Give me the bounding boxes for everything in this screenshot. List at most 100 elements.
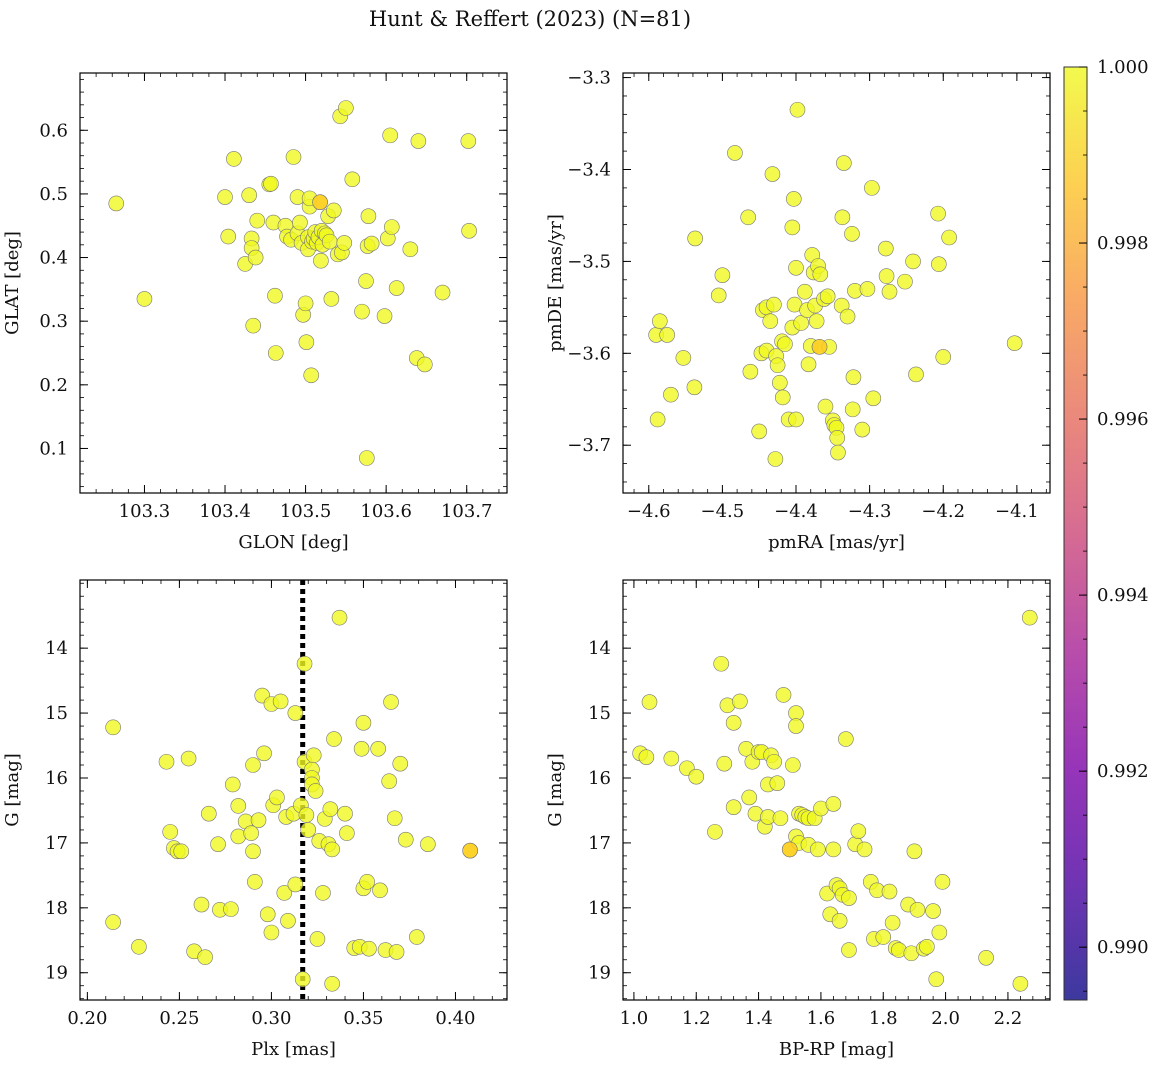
chart-3-ytick-label: 18 bbox=[588, 898, 611, 919]
chart-2-point bbox=[173, 843, 190, 860]
chart-0-point bbox=[410, 133, 427, 149]
chart-3-point bbox=[825, 796, 842, 812]
chart-3-point bbox=[775, 687, 792, 703]
chart-1-point bbox=[714, 267, 731, 283]
chart-1-frame bbox=[622, 72, 1051, 494]
chart-2-point bbox=[287, 705, 304, 721]
chart-2-point bbox=[230, 798, 247, 814]
chart-0-point bbox=[336, 235, 353, 251]
chart-0-point bbox=[402, 241, 419, 258]
chart-3-point bbox=[809, 841, 826, 858]
chart-2-point bbox=[193, 896, 210, 913]
chart-1-point bbox=[878, 268, 895, 284]
chart-2-point bbox=[201, 805, 217, 822]
chart-3-point bbox=[1012, 975, 1029, 992]
chart-2-xlabel: Plx [mas] bbox=[251, 1039, 336, 1060]
chart-0-ytick-label: 0.6 bbox=[39, 120, 68, 141]
chart-2-point bbox=[409, 929, 425, 945]
chart-0-point bbox=[325, 202, 342, 219]
chart-2-ytick-label: 15 bbox=[45, 703, 68, 724]
chart-1-point bbox=[751, 423, 767, 440]
chart-3-point bbox=[788, 718, 804, 734]
chart-3-xtick-label: 2.2 bbox=[994, 1008, 1023, 1029]
chart-0-point bbox=[108, 195, 125, 212]
chart-2-point bbox=[131, 938, 147, 955]
chart-0-point bbox=[460, 133, 477, 149]
chart-3-point bbox=[713, 655, 729, 672]
chart-1-point bbox=[788, 411, 804, 428]
chart-0-ytick-label: 0.3 bbox=[39, 311, 68, 332]
chart-1-point bbox=[742, 363, 759, 380]
chart-1-point bbox=[941, 229, 957, 246]
chart-3-point bbox=[716, 755, 733, 772]
chart-0-point bbox=[303, 367, 320, 384]
chart-3-point bbox=[785, 757, 801, 773]
chart-3-point bbox=[725, 799, 742, 816]
chart-1-point bbox=[930, 205, 946, 222]
chart-2-point bbox=[272, 693, 289, 710]
chart-0-xtick-label: 103.5 bbox=[280, 501, 332, 522]
chart-3-point bbox=[831, 913, 848, 929]
chart-0-point bbox=[461, 223, 477, 239]
chart-2-point bbox=[326, 731, 342, 747]
chart-1-point bbox=[686, 379, 703, 396]
chart-0-point bbox=[217, 189, 233, 205]
chart-2-point bbox=[298, 807, 315, 823]
chart-1-point bbox=[817, 398, 834, 415]
chart-3-ytick-label: 16 bbox=[588, 768, 611, 789]
chart-2-point bbox=[359, 874, 375, 890]
chart-2-point bbox=[158, 753, 175, 770]
chart-3-point bbox=[688, 768, 705, 785]
chart-2-point bbox=[305, 747, 322, 764]
chart-2-point bbox=[309, 931, 326, 947]
chart-3-point bbox=[841, 890, 857, 906]
chart-1-point bbox=[649, 411, 666, 428]
chart-2-point bbox=[294, 971, 311, 988]
chart-1-point bbox=[789, 101, 806, 118]
colorbar-gradient bbox=[1063, 66, 1088, 1001]
chart-2-point bbox=[197, 949, 213, 965]
chart-1-point bbox=[797, 283, 813, 300]
chart-2-ytick-label: 18 bbox=[45, 898, 68, 919]
panel-plx-g: 0.20 0.25 0.30 0.35 0.40 14 15 16 17 18 19 Plx [mas… bbox=[2, 579, 508, 1060]
chart-2-point bbox=[269, 789, 285, 806]
chart-0-point bbox=[136, 291, 153, 307]
chart-2-point bbox=[287, 876, 304, 893]
chart-2-point bbox=[361, 940, 377, 957]
chart-1-point bbox=[740, 209, 756, 226]
chart-1-xtick-label: −4.1 bbox=[995, 501, 1039, 522]
chart-3-point bbox=[875, 929, 892, 945]
chart-2-point bbox=[397, 831, 414, 848]
chart-2-ylabel: G [mag] bbox=[2, 753, 23, 826]
chart-2-point bbox=[105, 914, 121, 930]
chart-2-point bbox=[353, 740, 370, 757]
chart-3-point bbox=[884, 914, 901, 931]
chart-3-point bbox=[1021, 609, 1038, 626]
chart-0-ytick-label: 0.1 bbox=[39, 438, 68, 459]
chart-1-point-highlight bbox=[811, 339, 828, 355]
chart-3-point bbox=[725, 715, 742, 731]
chart-3-point bbox=[881, 883, 898, 900]
chart-1-point bbox=[830, 444, 846, 461]
chart-1-point bbox=[819, 288, 836, 305]
chart-3-point bbox=[641, 694, 658, 710]
chart-2-point bbox=[370, 740, 386, 757]
panel-glon-glat: 103.3 103.4 103.5 103.6 103.7 0.1 0.2 0.3 0.4 0.5… bbox=[2, 72, 508, 553]
chart-0-point bbox=[297, 295, 314, 312]
chart-1-point bbox=[764, 166, 781, 182]
chart-0-point bbox=[323, 291, 340, 307]
chart-0-ytick-label: 0.5 bbox=[39, 184, 68, 205]
chart-1-ylabel: pmDE [mas/yr] bbox=[545, 214, 566, 352]
chart-3-ylabel: G [mag] bbox=[545, 753, 566, 826]
chart-1-point bbox=[865, 390, 882, 407]
chart-2-point bbox=[180, 750, 197, 767]
chart-2-point-highlight bbox=[462, 842, 478, 859]
chart-2-point bbox=[322, 801, 339, 817]
chart-1-point bbox=[829, 430, 846, 446]
chart-2-point bbox=[263, 924, 280, 941]
chart-3-point bbox=[978, 950, 994, 966]
chart-1-xtick-label: −4.2 bbox=[921, 501, 965, 522]
chart-0-point bbox=[382, 127, 398, 144]
chart-3-xlabel: BP-RP [mag] bbox=[779, 1039, 894, 1060]
chart-0-point bbox=[417, 356, 433, 373]
